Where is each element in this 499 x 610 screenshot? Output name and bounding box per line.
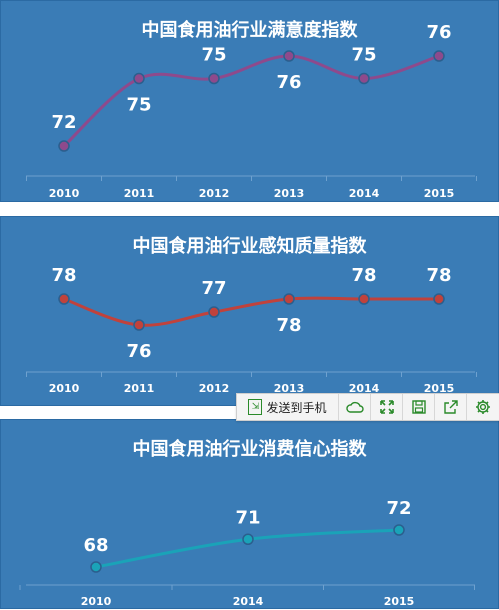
settings-button[interactable] bbox=[467, 394, 499, 420]
data-label: 78 bbox=[426, 265, 451, 286]
data-point bbox=[208, 306, 220, 318]
data-label: 78 bbox=[276, 315, 301, 336]
data-label: 76 bbox=[276, 72, 301, 93]
send-to-phone-label: 发送到手机 bbox=[266, 400, 327, 415]
x-tick-label: 2015 bbox=[384, 595, 415, 608]
data-point bbox=[283, 50, 295, 62]
data-label: 71 bbox=[235, 507, 260, 528]
chart-panel-quality: 中国食用油行业感知质量指数 78 2010 76 2011 77 2012 78 2013 78… bbox=[0, 216, 499, 406]
x-tick-label: 2014 bbox=[349, 187, 380, 200]
data-label: 72 bbox=[51, 112, 76, 133]
data-point bbox=[58, 293, 70, 305]
data-label: 78 bbox=[51, 265, 76, 286]
data-point bbox=[58, 140, 70, 152]
data-label: 78 bbox=[351, 265, 376, 286]
share-button[interactable] bbox=[435, 394, 467, 420]
data-point bbox=[393, 524, 405, 536]
x-tick-label: 2012 bbox=[199, 382, 230, 395]
send-to-phone-button[interactable]: ⇲ 发送到手机 bbox=[237, 394, 339, 420]
cloud-button[interactable] bbox=[339, 394, 371, 420]
chart-title: 中国食用油行业消费信心指数 bbox=[132, 439, 367, 460]
expand-icon bbox=[379, 400, 394, 414]
save-button[interactable] bbox=[403, 394, 435, 420]
chart-title: 中国食用油行业满意度指数 bbox=[141, 20, 358, 41]
x-tick-label: 2013 bbox=[274, 187, 305, 200]
x-tick-label: 2010 bbox=[81, 595, 112, 608]
x-tick-label: 2012 bbox=[199, 187, 230, 200]
data-label: 75 bbox=[201, 45, 226, 66]
data-point bbox=[242, 533, 254, 545]
series-line bbox=[63, 296, 439, 327]
x-tick-label: 2015 bbox=[424, 382, 455, 395]
data-label: 75 bbox=[126, 95, 151, 116]
data-point bbox=[433, 50, 445, 62]
x-tick-label: 2014 bbox=[233, 595, 264, 608]
save-icon bbox=[411, 400, 426, 414]
phone-send-icon: ⇲ bbox=[248, 399, 263, 415]
data-point bbox=[208, 72, 220, 85]
x-tick-label: 2011 bbox=[124, 382, 155, 395]
x-tick-label: 2014 bbox=[349, 382, 380, 395]
expand-button[interactable] bbox=[371, 394, 403, 420]
chart-title: 中国食用油行业感知质量指数 bbox=[132, 236, 367, 257]
data-point bbox=[358, 72, 370, 85]
chart-plot: 72 2010 75 2011 75 2012 76 2013 75 2014 76 2015 bbox=[26, 22, 477, 200]
data-label: 75 bbox=[351, 45, 376, 66]
chart-plot: 68 2010 71 2014 72 2015 bbox=[19, 498, 475, 608]
data-point bbox=[133, 319, 145, 331]
data-label: 77 bbox=[201, 278, 226, 299]
data-label: 76 bbox=[426, 22, 451, 43]
floating-toolbar: ⇲ 发送到手机 bbox=[236, 393, 499, 421]
chart-panel-confidence: 中国食用油行业消费信心指数 68 2010 71 2014 72 2015 bbox=[0, 419, 499, 609]
data-label: 68 bbox=[83, 535, 108, 556]
data-point bbox=[433, 293, 445, 305]
data-label: 76 bbox=[126, 341, 151, 362]
x-tick-label: 2011 bbox=[124, 187, 155, 200]
share-icon bbox=[443, 400, 458, 414]
data-point bbox=[358, 293, 370, 305]
data-point bbox=[90, 561, 102, 573]
data-point bbox=[283, 293, 295, 305]
chart-panel-satisfaction: 中国食用油行业满意度指数 72 2010 75 2011 75 2012 76 2013 75 2… bbox=[0, 0, 499, 202]
chart-plot: 78 2010 76 2011 77 2012 78 2013 78 2014 78 2015 bbox=[26, 265, 477, 395]
x-tick-label: 2010 bbox=[49, 187, 80, 200]
data-label: 72 bbox=[386, 498, 411, 519]
series-line bbox=[62, 54, 440, 148]
data-point bbox=[133, 72, 145, 85]
x-tick-label: 2013 bbox=[274, 382, 305, 395]
cloud-icon bbox=[345, 401, 364, 413]
x-tick-label: 2010 bbox=[49, 382, 80, 395]
x-tick-label: 2015 bbox=[424, 187, 455, 200]
gear-icon bbox=[476, 400, 490, 414]
